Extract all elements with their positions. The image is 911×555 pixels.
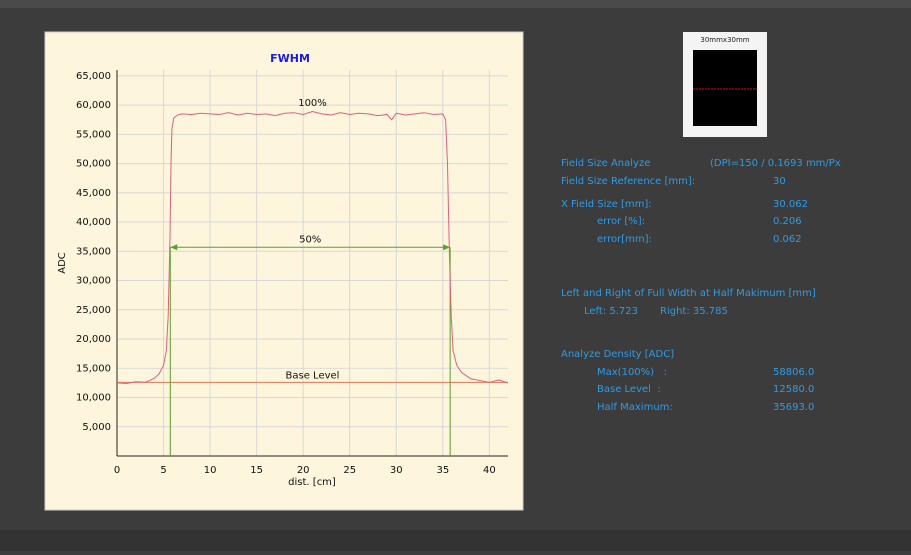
y-axis-label: ADC: [57, 252, 68, 274]
panel-title: Field Size Analyze: [561, 158, 650, 169]
value: 30: [773, 176, 786, 187]
thumbnail-field: [693, 50, 757, 126]
x-tick-label: 20: [297, 465, 310, 476]
x-tick-label: 0: [114, 465, 120, 476]
value: Right: 35.785: [660, 306, 728, 317]
y-tick-label: 65,000: [76, 71, 111, 82]
value: 12580.0: [773, 384, 814, 395]
label: error[mm]:: [597, 234, 652, 245]
y-tick-label: 45,000: [76, 188, 111, 199]
y-tick-label: 35,000: [76, 246, 111, 257]
y-tick-label: 15,000: [76, 363, 111, 374]
label: Field Size Reference [mm]:: [561, 176, 695, 187]
x-tick-label: 40: [483, 465, 496, 476]
dpi: (DPI=150 / 0.1693 mm/Px: [710, 158, 841, 169]
label: Max(100%) :: [597, 367, 667, 378]
x-tick-label: 35: [436, 465, 449, 476]
y-tick-label: 55,000: [76, 129, 111, 140]
base-label: Base Level: [286, 370, 340, 381]
label: Half Maximum:: [597, 402, 673, 413]
x-axis-label: dist. [cm]: [288, 477, 336, 488]
x-tick-label: 10: [204, 465, 217, 476]
fwhm-label: 50%: [299, 234, 321, 245]
value: 35693.0: [773, 402, 814, 413]
y-tick-label: 5,000: [82, 422, 111, 433]
x-tick-label: 30: [390, 465, 403, 476]
thumbnail-label: 30mmx30mm: [700, 36, 749, 44]
label: X Field Size [mm]:: [561, 199, 652, 210]
y-tick-label: 60,000: [76, 100, 111, 111]
page: {"chart_data":{"type":"line","title":"FW…: [0, 0, 911, 551]
y-tick-label: 40,000: [76, 217, 111, 228]
chart-title: FWHM: [270, 52, 310, 65]
y-tick-label: 30,000: [76, 276, 111, 287]
label: error [%]:: [597, 216, 645, 227]
section-title: Left and Right of Full Width at Half Mak…: [561, 288, 816, 299]
value: Left: 5.723: [584, 306, 638, 317]
y-tick-label: 10,000: [76, 393, 111, 404]
bottom-band: [0, 530, 911, 551]
value: 0.206: [773, 216, 802, 227]
top-band: [0, 0, 911, 8]
label: Base Level :: [597, 384, 661, 395]
y-tick-label: 20,000: [76, 334, 111, 345]
peak-label: 100%: [298, 98, 327, 109]
x-tick-label: 25: [343, 465, 356, 476]
y-tick-label: 50,000: [76, 159, 111, 170]
value: 30.062: [773, 199, 808, 210]
section-title: Analyze Density [ADC]: [561, 349, 674, 360]
x-tick-label: 15: [250, 465, 263, 476]
value: 58806.0: [773, 367, 814, 378]
screen: FWHM dist. [cm] ADC 30mmx30mm Field Size…: [0, 0, 911, 551]
x-tick-label: 5: [160, 465, 166, 476]
value: 0.062: [773, 234, 802, 245]
y-tick-label: 25,000: [76, 305, 111, 316]
